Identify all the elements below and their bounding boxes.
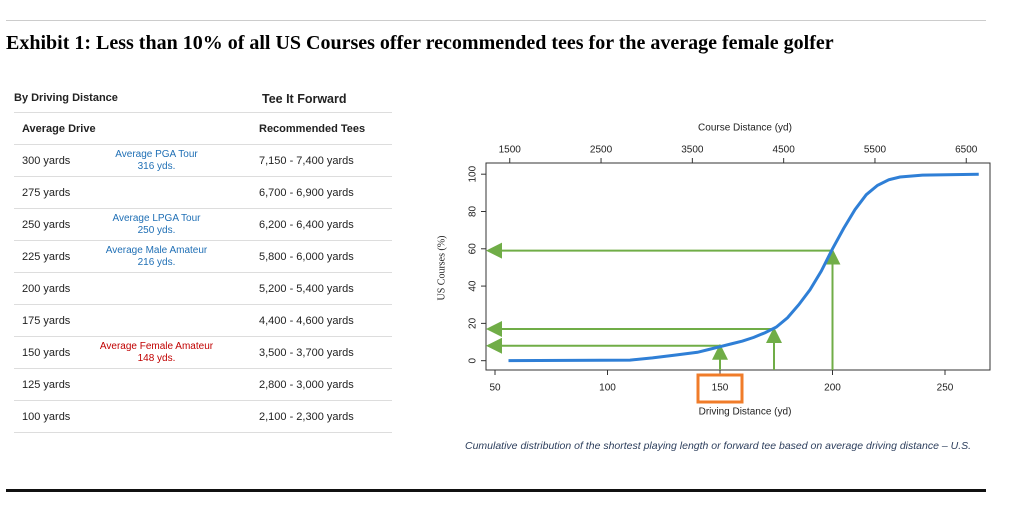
tees-cell: 2,100 - 2,300 yards [259, 410, 354, 423]
drive-cell: 300 yards [22, 154, 71, 167]
table-row: 300 yards 7,150 - 7,400 yards Average PGA … [14, 145, 392, 177]
x-axis-label: Driving Distance (yd) [699, 407, 792, 418]
note: Average PGA Tour 316 yds. [94, 149, 219, 173]
x-tick-label: 200 [824, 383, 841, 394]
note-text: Average LPGA Tour [112, 212, 201, 224]
x-tick-label: 50 [489, 383, 501, 394]
tees-cell: 5,800 - 6,000 yards [259, 250, 354, 263]
tees-cell: 7,150 - 7,400 yards [259, 154, 354, 167]
note-text: Average PGA Tour [115, 148, 198, 160]
drive-cell: 100 yards [22, 410, 71, 423]
x2-tick-label: 2500 [590, 145, 613, 156]
note: Average Female Amateur 148 yds. [94, 341, 219, 365]
y-tick-label: 40 [468, 280, 479, 292]
drive-cell: 275 yards [22, 186, 71, 199]
highlight-box [696, 373, 744, 404]
y-tick-label: 60 [468, 243, 479, 255]
note: Average Male Amateur 216 yds. [94, 245, 219, 269]
x2-tick-label: 6500 [955, 145, 978, 156]
x-tick-label: 150 [712, 383, 729, 394]
tees-cell: 5,200 - 5,400 yards [259, 282, 354, 295]
table-row: 200 yards 5,200 - 5,400 yards [14, 273, 392, 305]
tees-cell: 6,700 - 6,900 yards [259, 186, 354, 199]
divider [6, 489, 986, 492]
table-row: 175 yards 4,400 - 4,600 yards [14, 305, 392, 337]
note-text: Average Female Amateur [99, 340, 214, 352]
header-row: Average Drive Recommended Tees [14, 112, 392, 145]
column-header: Recommended Tees [259, 123, 366, 135]
note-sub: 250 yds. [137, 224, 176, 236]
x-tick-label: 250 [937, 383, 954, 394]
tees-cell: 6,200 - 6,400 yards [259, 218, 354, 231]
y-tick-label: 100 [468, 165, 479, 182]
plot-frame [485, 162, 991, 371]
x2-tick-label: 4500 [773, 145, 796, 156]
y-tick-label: 80 [468, 205, 479, 217]
tees-cell: 2,800 - 3,000 yards [259, 378, 354, 391]
note-sub: 216 yds. [137, 256, 176, 268]
x-tick-label: 100 [599, 383, 616, 394]
table-row: 100 yards 2,100 - 2,300 yards [14, 401, 392, 433]
x2-tick-label: 1500 [499, 145, 522, 156]
table-row: 150 yards 3,500 - 3,700 yards Average Fema… [14, 337, 392, 369]
x2-tick-label: 5500 [864, 145, 887, 156]
x2-axis-label: Course Distance (yd) [698, 123, 792, 134]
divider [6, 20, 986, 21]
note-text: Average Male Amateur [105, 244, 208, 256]
group-header-row: By Driving Distance Tee It Forward [14, 88, 392, 112]
drive-cell: 175 yards [22, 314, 71, 327]
title: Exhibit 1: Less than 10% of all US Cours… [6, 32, 834, 54]
note: Average LPGA Tour 250 yds. [94, 213, 219, 237]
note-sub: 148 yds. [137, 352, 176, 364]
table: By Driving Distance Tee It Forward Average… [14, 88, 392, 433]
group-header: Tee It Forward [262, 92, 347, 106]
table-row: 225 yards 5,800 - 6,000 yards Average Male… [14, 241, 392, 273]
group-header: By Driving Distance [14, 92, 118, 104]
tees-cell: 3,500 - 3,700 yards [259, 346, 354, 359]
tees-cell: 4,400 - 4,600 yards [259, 314, 354, 327]
drive-cell: 225 yards [22, 250, 71, 263]
table-row: 250 yards 6,200 - 6,400 yards Average LPGA… [14, 209, 392, 241]
y-axis-label: US Courses (%) [436, 236, 447, 301]
table-row: 275 yards 6,700 - 6,900 yards [14, 177, 392, 209]
x2-tick-label: 3500 [681, 145, 704, 156]
drive-cell: 200 yards [22, 282, 71, 295]
drive-cell: 150 yards [22, 346, 71, 359]
table-row: 125 yards 2,800 - 3,000 yards [14, 369, 392, 401]
y-tick-label: 0 [468, 357, 479, 363]
curve [508, 172, 979, 363]
drive-cell: 250 yards [22, 218, 71, 231]
column-header: Average Drive [22, 123, 96, 135]
note-sub: 316 yds. [137, 160, 176, 172]
drive-cell: 125 yards [22, 378, 71, 391]
caption: Cumulative distribution of the shortest … [465, 440, 972, 452]
y-tick-label: 20 [468, 317, 479, 329]
